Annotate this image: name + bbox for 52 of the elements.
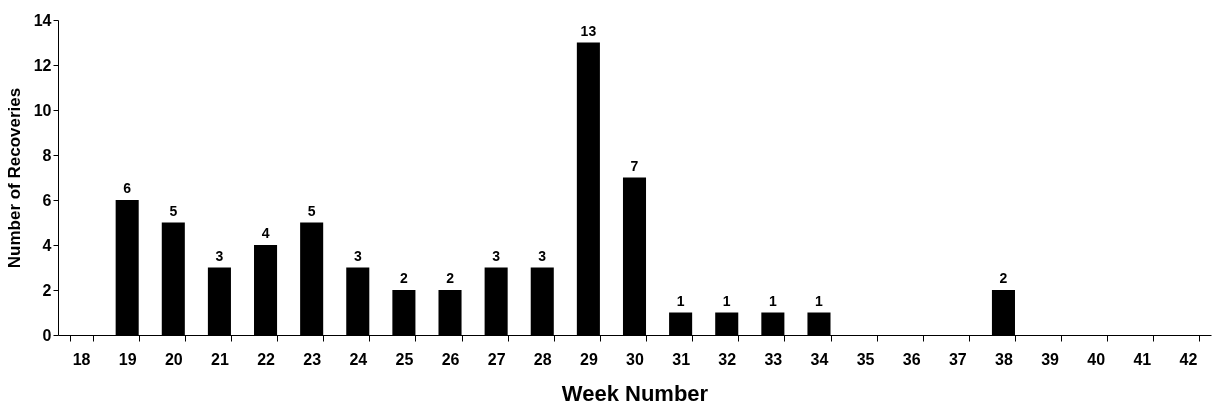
y-tick-label: 14 xyxy=(33,11,52,29)
x-tick-label: 37 xyxy=(948,350,967,368)
data-label: 4 xyxy=(261,225,270,241)
x-tick-label: 34 xyxy=(810,350,829,368)
x-tick-label: 30 xyxy=(626,350,644,368)
x-tick-label: 25 xyxy=(395,350,414,368)
data-label: 13 xyxy=(580,22,597,39)
data-label: 3 xyxy=(353,247,362,264)
x-tick-label: 26 xyxy=(441,350,460,368)
x-tick-label: 29 xyxy=(579,350,598,368)
x-tick-label: 35 xyxy=(856,350,875,368)
y-axis-title: Number of Recoveries xyxy=(4,87,24,269)
x-tick-label: 38 xyxy=(995,350,1013,368)
data-label: 2 xyxy=(999,270,1008,286)
x-tick-label: 18 xyxy=(72,350,91,368)
data-label: 1 xyxy=(768,292,777,309)
x-tick-label: 42 xyxy=(1179,350,1198,368)
x-tick-label: 36 xyxy=(902,350,921,368)
x-tick-label: 27 xyxy=(487,350,506,368)
x-tick-label: 32 xyxy=(718,350,737,368)
data-label: 5 xyxy=(307,202,316,219)
data-label: 7 xyxy=(630,157,639,174)
x-axis-title: Week Number xyxy=(561,380,709,406)
data-label: 1 xyxy=(815,292,824,309)
data-label: 3 xyxy=(492,247,501,264)
data-label: 1 xyxy=(676,292,685,309)
data-label: 3 xyxy=(215,247,224,264)
data-label: 6 xyxy=(123,180,132,196)
y-tick-label: 10 xyxy=(33,101,52,119)
data-label: 2 xyxy=(446,270,455,286)
x-tick-label: 22 xyxy=(257,350,276,368)
data-label: 3 xyxy=(538,247,547,264)
y-tick-label: 2 xyxy=(42,281,52,299)
x-tick-label: 28 xyxy=(533,350,552,368)
x-tick-label: 24 xyxy=(349,350,368,368)
data-label: 1 xyxy=(722,292,731,309)
x-tick-label: 39 xyxy=(1041,350,1060,368)
data-label: 5 xyxy=(169,202,178,219)
x-tick-label: 33 xyxy=(764,350,783,368)
x-tick-label: 21 xyxy=(211,350,229,368)
y-tick-label: 12 xyxy=(33,56,52,74)
x-tick-label: 19 xyxy=(118,350,137,368)
x-tick-label: 40 xyxy=(1087,350,1106,368)
x-tick-label: 31 xyxy=(672,350,691,368)
data-label: 2 xyxy=(400,270,408,286)
x-tick-label: 41 xyxy=(1133,350,1152,368)
y-tick-label: 8 xyxy=(42,146,52,164)
x-tick-label: 20 xyxy=(164,350,183,368)
x-tick-label: 23 xyxy=(303,350,322,368)
y-tick-label: 0 xyxy=(42,326,52,344)
y-tick-label: 6 xyxy=(42,191,52,209)
y-tick-label: 4 xyxy=(42,236,52,254)
